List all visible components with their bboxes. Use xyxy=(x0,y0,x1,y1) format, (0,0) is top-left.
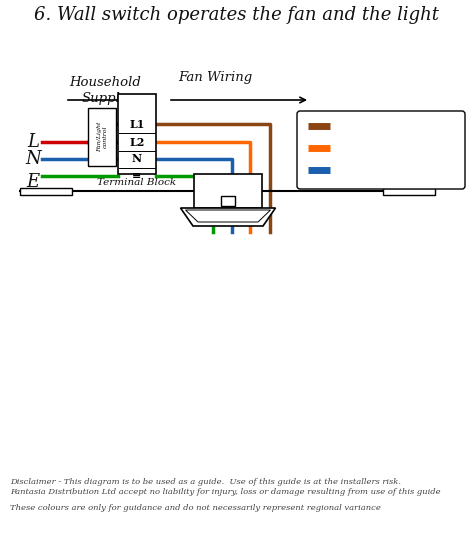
Text: Live Supply (light): Live Supply (light) xyxy=(336,143,433,152)
Text: 6. Wall switch operates the fan and the light: 6. Wall switch operates the fan and the … xyxy=(35,6,439,24)
Text: These colours are only for guidance and do not necessarily represent regional va: These colours are only for guidance and … xyxy=(10,504,381,512)
Text: L1: L1 xyxy=(129,119,145,130)
Polygon shape xyxy=(181,208,275,226)
Text: N: N xyxy=(25,150,41,168)
Text: ≡: ≡ xyxy=(132,171,142,182)
Bar xyxy=(20,187,72,194)
Bar xyxy=(118,94,156,174)
Polygon shape xyxy=(185,210,271,222)
Text: L2: L2 xyxy=(129,136,145,147)
Text: Fan Wiring: Fan Wiring xyxy=(178,71,252,84)
Bar xyxy=(194,174,262,208)
Text: Terminal Block: Terminal Block xyxy=(98,178,176,187)
FancyBboxPatch shape xyxy=(297,111,465,189)
Text: Fantasia Distribution Ltd accept no liability for injury, loss or damage resulti: Fantasia Distribution Ltd accept no liab… xyxy=(10,488,441,496)
Text: Fan/Light
control: Fan/Light control xyxy=(97,122,108,152)
Text: Disclaimer - This diagram is to be used as a guide.  Use of this guide is at the: Disclaimer - This diagram is to be used … xyxy=(10,478,401,486)
Bar xyxy=(383,187,435,194)
Bar xyxy=(88,108,116,166)
Bar xyxy=(221,196,235,206)
Text: L: L xyxy=(27,133,39,151)
Text: Live supply (fan): Live supply (fan) xyxy=(336,121,424,131)
Text: Neutral: Neutral xyxy=(336,166,376,175)
Text: N: N xyxy=(132,153,142,165)
Text: Household
Supply: Household Supply xyxy=(69,76,141,105)
Text: E: E xyxy=(27,173,39,191)
